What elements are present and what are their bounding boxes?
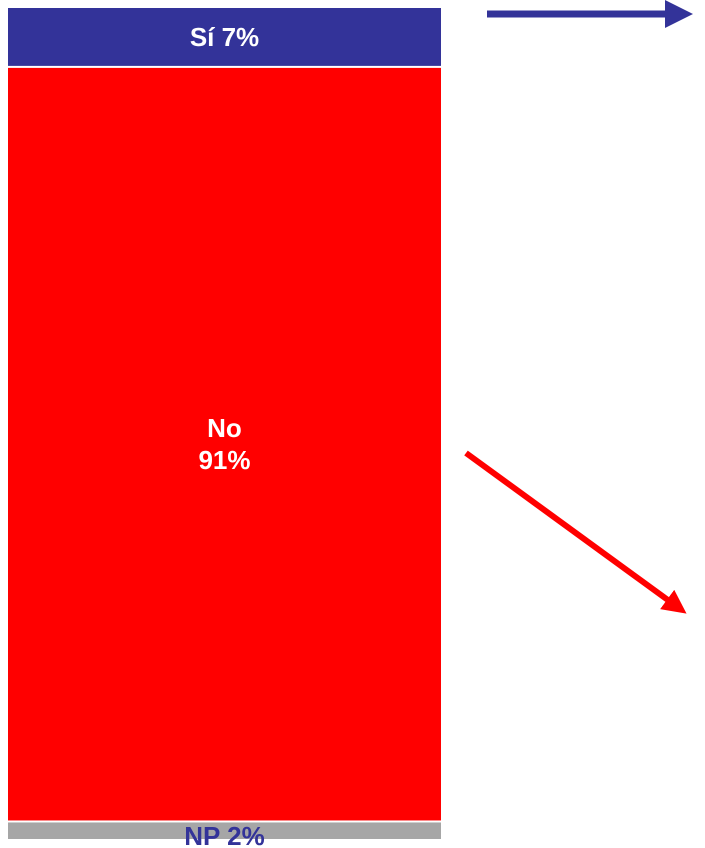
arrow-down-right-icon <box>464 450 687 614</box>
bar-segment-np <box>8 822 441 839</box>
data-label-line: Sí 7% <box>190 22 259 52</box>
bar-segment-s- <box>8 8 441 66</box>
data-label-s-: Sí 7% <box>190 22 259 52</box>
data-label-line: NP 2% <box>184 821 264 848</box>
data-label-no: No 91% <box>198 413 250 475</box>
data-label-line: No <box>207 413 242 443</box>
data-label-line: 91% <box>198 445 250 475</box>
bar-segment-no <box>8 67 441 821</box>
data-label-np: NP 2% <box>184 821 264 848</box>
